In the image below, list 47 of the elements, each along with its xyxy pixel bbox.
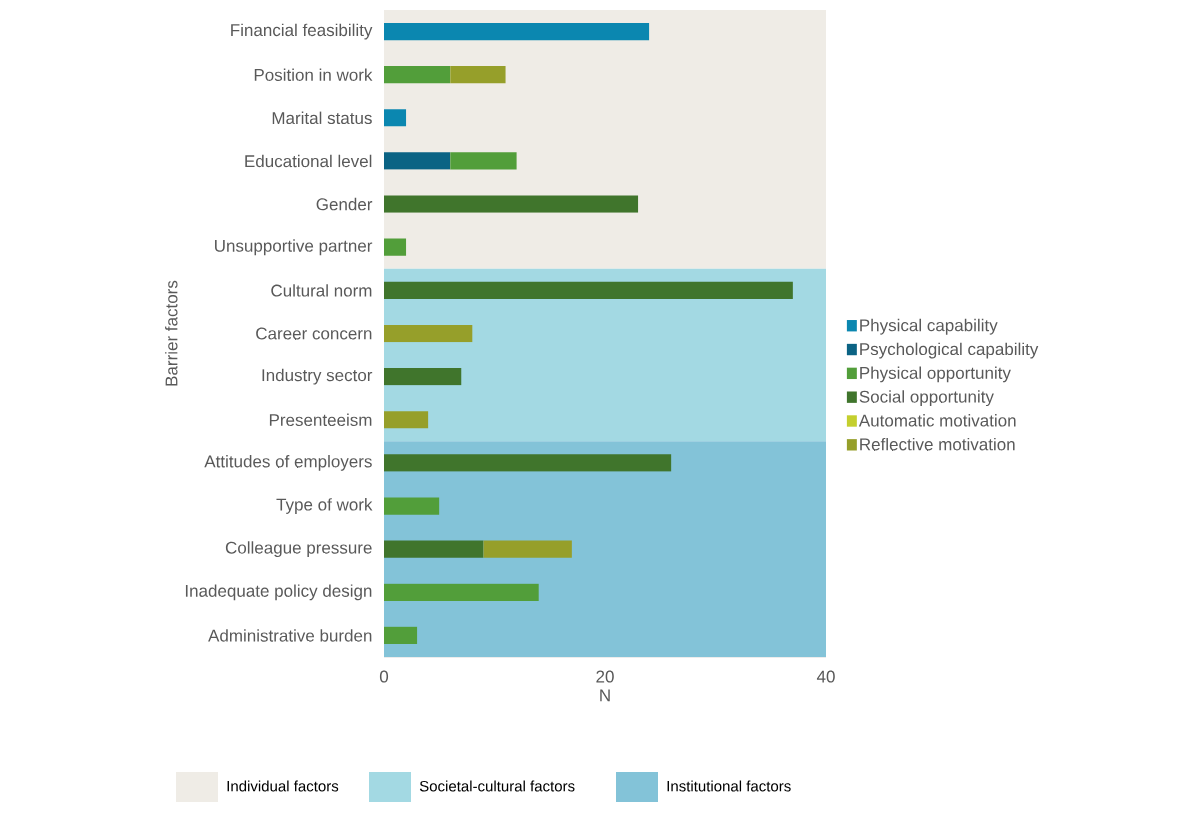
x-tick-label: 40 <box>816 670 835 683</box>
legend-label: Psychological capability <box>860 342 1039 359</box>
legend-label: Social opportunity <box>859 390 994 407</box>
bar <box>384 195 639 213</box>
bar <box>384 109 407 127</box>
bar <box>384 22 650 41</box>
y-tick-label: Career concern <box>256 327 372 340</box>
x-tick-label: 20 <box>596 670 614 683</box>
y-tick-label: Type of work <box>276 498 373 514</box>
bar <box>384 238 407 256</box>
legend-label: Societal-cultural factors <box>419 780 575 792</box>
y-tick-label: Inadequate policy design <box>185 584 372 601</box>
y-tick-label: Position in work <box>254 68 373 81</box>
y-tick-label: Industry sector <box>262 368 373 385</box>
legend-label: Individual factors <box>227 780 339 792</box>
y-tick-label: Unsupportive partner <box>215 239 373 256</box>
legend-label: Institutional factors <box>667 780 791 792</box>
bar <box>483 540 572 558</box>
x-tick-label: 0 <box>379 670 389 683</box>
y-tick-label: Financial feasibility <box>231 23 373 40</box>
bar <box>384 626 418 645</box>
bar <box>384 497 440 515</box>
bar <box>450 152 517 170</box>
bar <box>384 454 672 472</box>
y-tick-label: Marital status <box>272 111 372 125</box>
y-tick-label: Gender <box>316 197 373 211</box>
legend-label: Physical opportunity <box>860 366 1011 383</box>
bar <box>384 368 462 386</box>
bar <box>384 281 793 299</box>
bar <box>384 411 429 429</box>
legend-label: Reflective motivation <box>860 437 1015 451</box>
y-tick-label: Educational level <box>245 154 372 168</box>
bar <box>384 324 473 343</box>
y-tick-label: Attitudes of employers <box>204 454 372 471</box>
y-tick-label: Presenteeism <box>269 413 372 427</box>
x-axis-title: N <box>600 689 610 702</box>
y-tick-label: Administrative burden <box>208 629 372 642</box>
bar <box>384 540 484 558</box>
legend-label: Physical capability <box>860 318 998 335</box>
bar <box>384 66 451 84</box>
y-axis-title: Barrier factors <box>165 280 178 386</box>
legend-label: Automatic motivation <box>858 414 1016 427</box>
bar <box>384 152 451 170</box>
bar <box>384 583 539 601</box>
bar <box>450 66 506 84</box>
y-tick-label: Colleague pressure <box>225 541 372 558</box>
y-tick-label: Cultural norm <box>271 284 372 297</box>
